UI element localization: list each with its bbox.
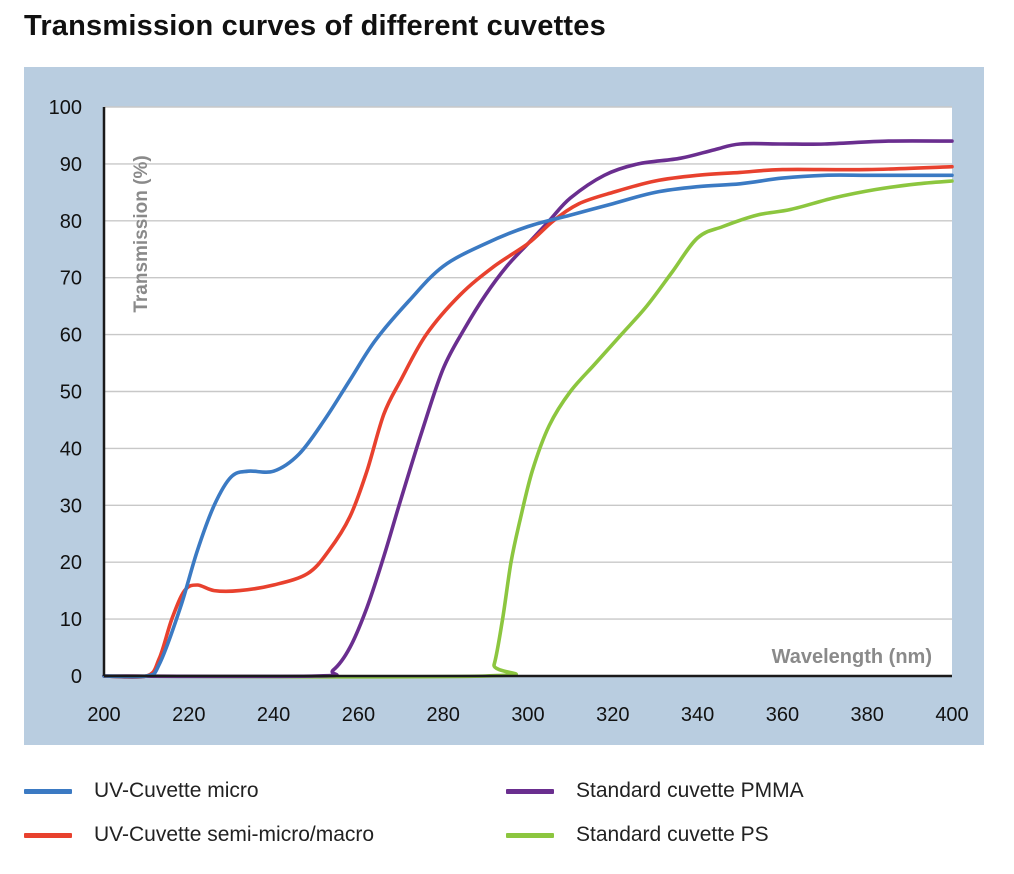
y-tick-label: 50 — [60, 382, 82, 404]
legend-label: UV-Cuvette semi-micro/macro — [94, 823, 375, 846]
y-tick-label: 100 — [49, 97, 82, 119]
x-tick-label: 380 — [851, 704, 884, 726]
legend-swatch-pmma — [506, 788, 554, 794]
x-tick-label: 400 — [935, 704, 968, 726]
y-tick-label: 20 — [60, 552, 82, 574]
legend-item-uv-semi-micro: UV-Cuvette semi-micro/macro — [24, 820, 374, 850]
legend-label: Standard cuvette PMMA — [576, 779, 804, 802]
x-tick-label: 220 — [172, 704, 205, 726]
y-tick-label: 90 — [60, 154, 82, 176]
series-line-pmma — [102, 139, 954, 679]
legend-label: UV-Cuvette micro — [94, 779, 259, 802]
series-line-ps — [102, 179, 954, 679]
tick-labels: 0 10 20 30 40 50 60 70 80 90 100 200 220 240 260 280 300… — [49, 97, 969, 726]
y-tick-label: 60 — [60, 325, 82, 347]
legend-item-pmma: Standard cuvette PMMA — [506, 776, 804, 806]
x-tick-label: 200 — [87, 704, 120, 726]
legend-swatch-ps — [506, 832, 554, 838]
legend-item-uv-micro: UV-Cuvette micro — [24, 776, 259, 806]
x-tick-label: 300 — [511, 704, 544, 726]
x-tick-label: 340 — [681, 704, 714, 726]
plot-frame: 0 10 20 30 40 50 60 70 80 90 100 200 220 240 260 280 300… — [24, 67, 984, 745]
y-tick-label: 0 — [71, 666, 82, 688]
series-lines — [102, 139, 954, 680]
y-tick-label: 30 — [60, 495, 82, 517]
chart-title: Transmission curves of different cuvette… — [24, 10, 606, 42]
legend-swatch-uv-semi-micro — [24, 832, 72, 838]
x-tick-label: 260 — [342, 704, 375, 726]
y-tick-label: 80 — [60, 211, 82, 233]
y-axis-label: Transmission (%) — [131, 155, 152, 312]
x-tick-label: 240 — [257, 704, 290, 726]
series-line-uv-micro — [102, 173, 954, 679]
legend-swatch-uv-micro — [24, 788, 72, 794]
y-tick-label: 70 — [60, 268, 82, 290]
transmission-chart: 0 10 20 30 40 50 60 70 80 90 100 200 220 240 260 280 300… — [49, 97, 969, 726]
series-line-uv-semi-micro — [102, 164, 954, 680]
x-tick-label: 320 — [596, 704, 629, 726]
x-tick-label: 360 — [766, 704, 799, 726]
y-tick-label: 40 — [60, 438, 82, 460]
legend-label: Standard cuvette PS — [576, 823, 769, 846]
grid-lines — [104, 106, 952, 676]
legend-item-ps: Standard cuvette PS — [506, 820, 769, 850]
legend: UV-Cuvette micro UV-Cuvette semi-micro/m… — [24, 768, 984, 858]
axes — [102, 107, 952, 678]
x-tick-label: 280 — [427, 704, 460, 726]
x-axis-label: Wavelength (nm) — [772, 646, 932, 668]
y-tick-label: 10 — [60, 609, 82, 631]
